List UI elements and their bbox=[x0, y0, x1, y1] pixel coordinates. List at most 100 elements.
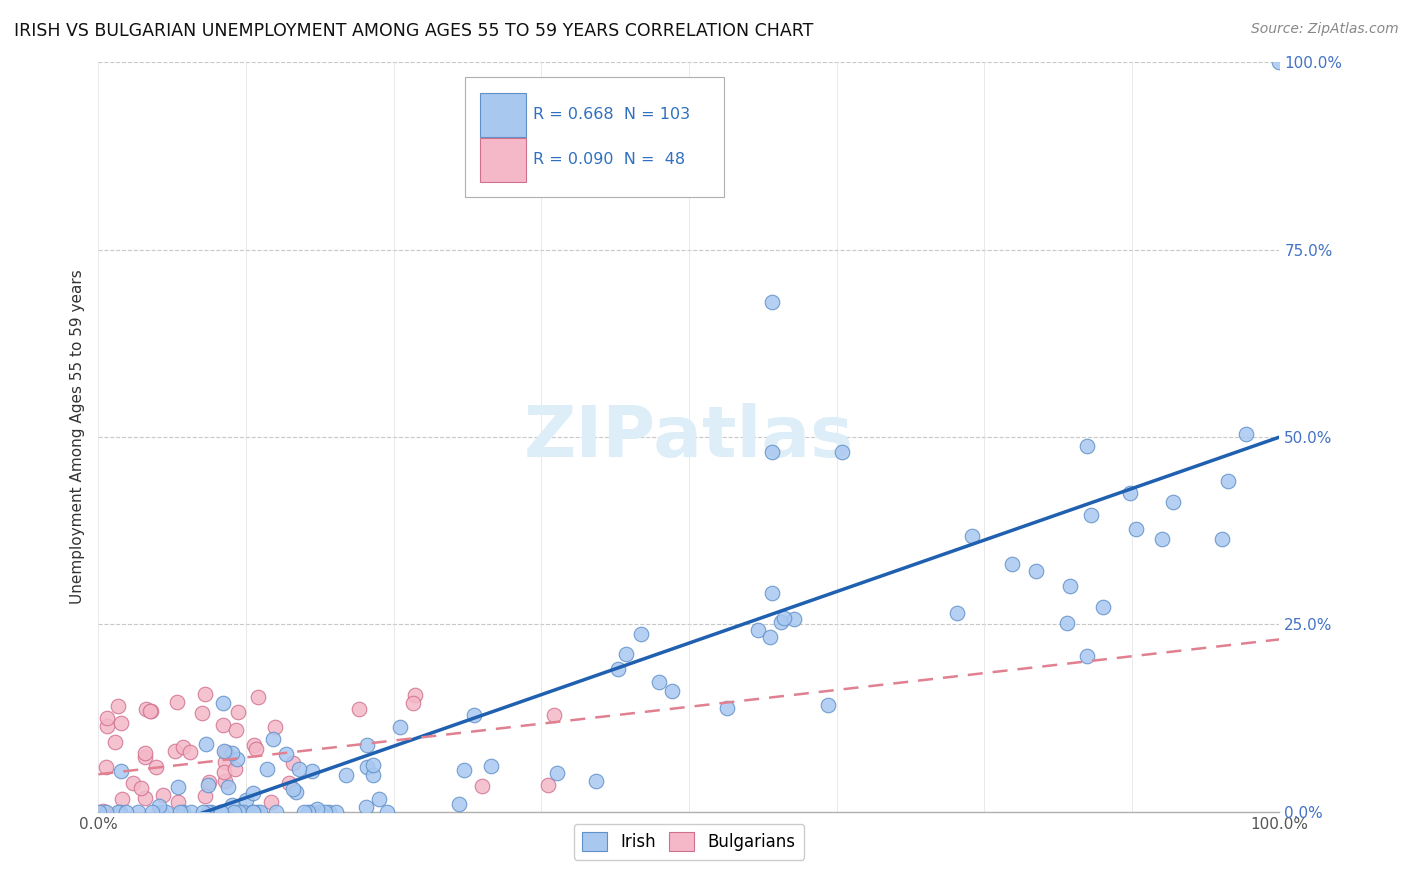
Point bbox=[402, 696, 425, 710]
Point bbox=[1001, 557, 1024, 571]
Point bbox=[214, 764, 236, 779]
Point bbox=[224, 762, 246, 776]
Point bbox=[354, 800, 377, 814]
Point bbox=[630, 627, 652, 641]
Point bbox=[242, 786, 264, 800]
FancyBboxPatch shape bbox=[479, 137, 526, 182]
Point bbox=[108, 805, 131, 819]
Point bbox=[817, 698, 839, 712]
Point bbox=[405, 688, 427, 702]
Point bbox=[759, 630, 782, 644]
Point bbox=[1118, 486, 1140, 500]
Point bbox=[278, 776, 301, 790]
Point bbox=[87, 805, 110, 819]
Point bbox=[607, 662, 630, 676]
Point bbox=[447, 797, 470, 812]
Point bbox=[479, 759, 502, 773]
Point bbox=[228, 805, 250, 819]
Point bbox=[1161, 495, 1184, 509]
Point bbox=[1211, 532, 1233, 546]
Point bbox=[194, 687, 217, 701]
Point bbox=[242, 805, 264, 819]
Point bbox=[104, 735, 127, 749]
Point bbox=[214, 774, 236, 789]
Point bbox=[93, 804, 115, 818]
Point bbox=[264, 805, 287, 819]
Point bbox=[761, 445, 783, 459]
Point bbox=[325, 805, 347, 819]
Text: R = 0.090  N =  48: R = 0.090 N = 48 bbox=[533, 153, 685, 168]
Point bbox=[1025, 564, 1047, 578]
Point bbox=[209, 805, 232, 819]
Point bbox=[129, 780, 152, 795]
Point bbox=[283, 756, 305, 771]
Point bbox=[94, 759, 117, 773]
Point bbox=[114, 805, 136, 819]
Point bbox=[363, 768, 385, 782]
Point bbox=[1150, 533, 1173, 547]
Point bbox=[246, 690, 269, 704]
Point bbox=[1056, 615, 1078, 630]
Point bbox=[260, 795, 283, 809]
Point bbox=[356, 738, 378, 752]
Point bbox=[197, 778, 219, 792]
Point bbox=[1076, 648, 1098, 663]
Point bbox=[191, 706, 214, 720]
Point bbox=[172, 739, 194, 754]
Point bbox=[307, 802, 329, 816]
Y-axis label: Unemployment Among Ages 55 to 59 years: Unemployment Among Ages 55 to 59 years bbox=[69, 269, 84, 605]
FancyBboxPatch shape bbox=[479, 93, 526, 137]
Point bbox=[197, 805, 219, 819]
Point bbox=[138, 704, 160, 718]
Point bbox=[1059, 579, 1081, 593]
Point bbox=[716, 700, 738, 714]
Point bbox=[150, 805, 173, 819]
Point bbox=[179, 746, 201, 760]
Point bbox=[1091, 599, 1114, 614]
Point bbox=[648, 674, 671, 689]
Point bbox=[471, 780, 494, 794]
Point bbox=[1076, 440, 1098, 454]
Point bbox=[225, 723, 247, 737]
Text: IRISH VS BULGARIAN UNEMPLOYMENT AMONG AGES 55 TO 59 YEARS CORRELATION CHART: IRISH VS BULGARIAN UNEMPLOYMENT AMONG AG… bbox=[14, 22, 814, 40]
Point bbox=[284, 785, 307, 799]
Point bbox=[962, 529, 984, 543]
Point bbox=[110, 716, 132, 731]
Text: ZIPatlas: ZIPatlas bbox=[524, 402, 853, 472]
Point bbox=[152, 788, 174, 802]
Point bbox=[194, 789, 217, 803]
Point bbox=[226, 705, 249, 719]
Point bbox=[1080, 508, 1102, 523]
Point bbox=[546, 766, 568, 780]
FancyBboxPatch shape bbox=[464, 78, 724, 197]
Point bbox=[191, 805, 214, 819]
Point bbox=[214, 755, 236, 769]
Point bbox=[831, 445, 853, 459]
Point bbox=[214, 744, 236, 758]
Point bbox=[222, 805, 245, 819]
Point bbox=[215, 745, 238, 759]
Point bbox=[134, 749, 156, 764]
Point bbox=[356, 759, 378, 773]
Point bbox=[946, 606, 969, 620]
Point bbox=[127, 805, 149, 819]
Point bbox=[245, 742, 267, 756]
Point bbox=[1216, 474, 1239, 488]
Point bbox=[264, 720, 287, 734]
Point bbox=[1125, 522, 1147, 536]
Point bbox=[292, 805, 315, 819]
Point bbox=[347, 702, 370, 716]
Point bbox=[211, 718, 233, 732]
Point bbox=[94, 805, 117, 819]
Point bbox=[141, 805, 163, 819]
Point bbox=[135, 702, 157, 716]
Point bbox=[773, 611, 796, 625]
Point bbox=[288, 762, 311, 776]
Point bbox=[243, 738, 266, 752]
Point bbox=[235, 793, 257, 807]
Point bbox=[165, 744, 187, 758]
Point bbox=[148, 799, 170, 814]
Point bbox=[543, 707, 565, 722]
Point bbox=[761, 295, 783, 310]
Point bbox=[166, 780, 188, 794]
